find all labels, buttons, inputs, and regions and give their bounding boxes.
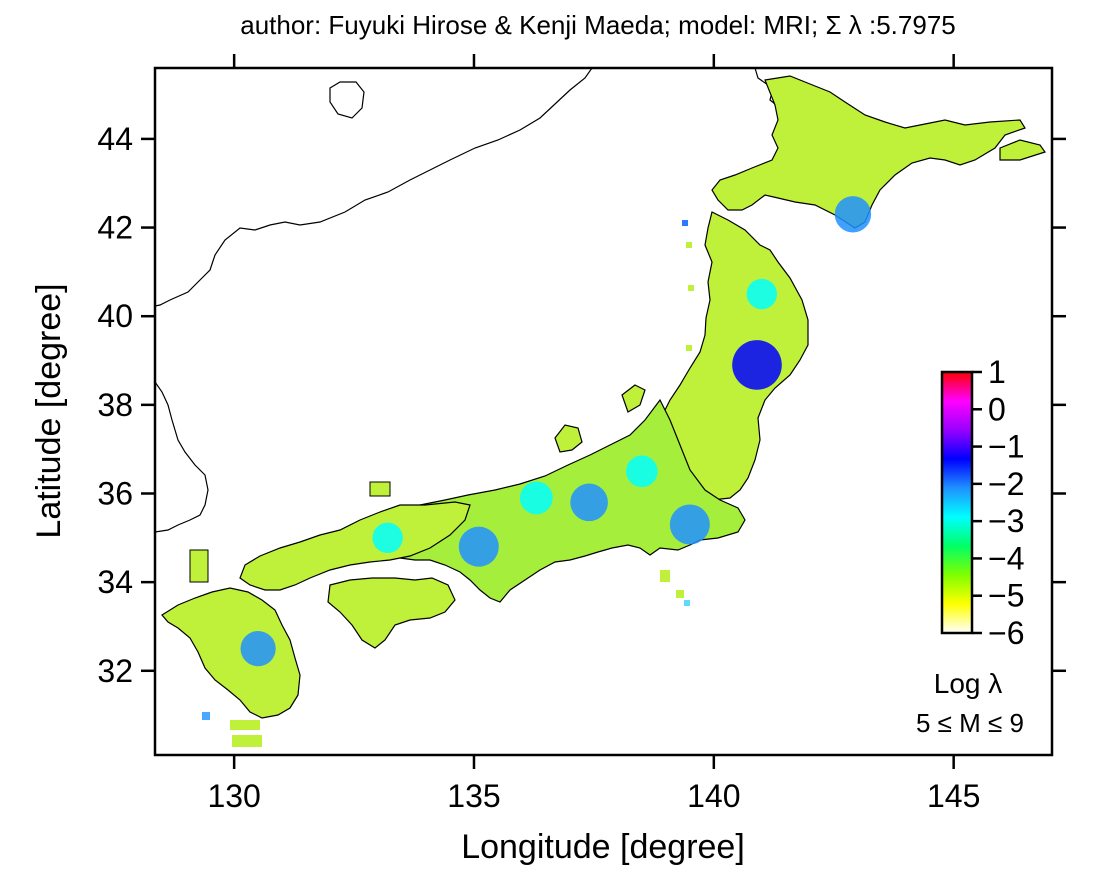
colorbar-tick-label: 0 (988, 391, 1006, 427)
region-sado (621, 384, 646, 413)
x-tick-label: 130 (207, 778, 260, 814)
colorbar-tick-label: −2 (988, 466, 1024, 502)
region-hokkaido (711, 75, 1026, 229)
colorbar-tick-label: −6 (988, 615, 1024, 651)
region-shiretoko (999, 139, 1046, 161)
colorbar-tick-label: −1 (988, 429, 1024, 465)
hotspot (372, 522, 403, 554)
x-axis: 130 135 140 145 (207, 54, 980, 814)
x-axis-label: Longitude [degree] (461, 828, 745, 866)
region-chugoku (239, 501, 471, 591)
hotspot (570, 483, 608, 522)
hotspot (240, 631, 276, 667)
continent-coastline (155, 68, 593, 307)
land-heatmap (161, 75, 1046, 747)
region-shikoku (327, 577, 456, 649)
x-tick-label: 140 (687, 778, 740, 814)
colorbar-tick-label: −5 (988, 578, 1024, 614)
colorbar-gradient (940, 370, 974, 635)
y-tick-label: 38 (97, 387, 133, 423)
region-noto (554, 424, 583, 453)
x-tick-label: 135 (447, 778, 500, 814)
y-tick-label: 32 (97, 653, 133, 689)
y-tick-label: 40 (97, 298, 133, 334)
y-axis-label: Latitude [degree] (30, 283, 68, 538)
colorbar-tick-label: −4 (988, 540, 1024, 576)
colorbar-tick-label: −3 (988, 503, 1024, 539)
korea-coastline (155, 381, 209, 533)
x-tick-label: 145 (927, 778, 980, 814)
y-tick-label: 44 (97, 121, 133, 157)
hotspot (834, 196, 872, 233)
figure-title: author: Fuyuki Hirose & Kenji Maeda; mod… (240, 10, 956, 40)
y-tick-label: 36 (97, 475, 133, 511)
colorbar-label: Log λ (934, 668, 1003, 699)
region-chubu-kanto (359, 398, 746, 603)
colorbar-ticks: 10−1−2−3−4−5−6 (972, 354, 1024, 651)
y-axis: 32 34 36 38 40 42 44 (97, 121, 1066, 689)
hotspot (519, 481, 553, 515)
hotspot-layer (240, 196, 872, 667)
hotspot (626, 455, 658, 488)
hotspot (732, 340, 782, 390)
colorbar-tick-label: 1 (988, 354, 1006, 390)
y-tick-label: 42 (97, 210, 133, 246)
region-kyushu (161, 587, 301, 719)
hotspot (746, 278, 777, 310)
y-tick-label: 34 (97, 564, 133, 600)
hotspot (458, 526, 499, 567)
plot-frame (153, 66, 1054, 757)
hotspot (669, 504, 710, 545)
map-plot-area (155, 68, 1046, 747)
colorbar: 10−1−2−3−4−5−6 Log λ 5 ≤ M ≤ 9 (916, 354, 1024, 738)
colorbar-sublabel: 5 ≤ M ≤ 9 (916, 708, 1024, 738)
ullung-coastline (329, 81, 365, 119)
